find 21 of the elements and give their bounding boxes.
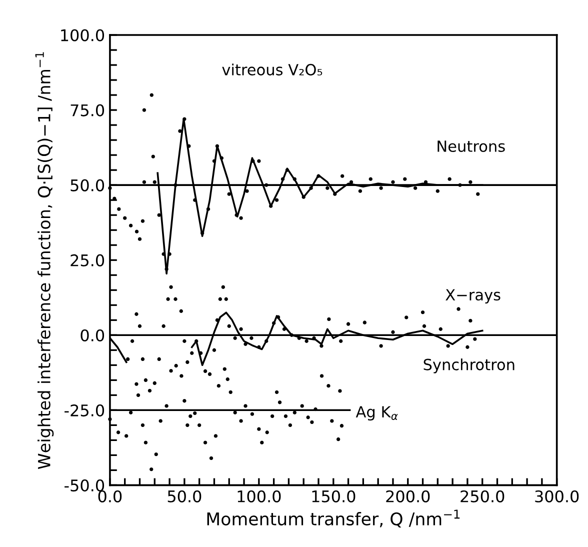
x-tick-label: 50.0 <box>168 490 202 502</box>
x-tick-label: 200.0 <box>386 490 430 502</box>
y-tick-label: 25.0 <box>70 254 104 266</box>
annotation: vitreous V₂O₅ <box>222 64 322 76</box>
y-tick-label: -50.0 <box>64 479 104 492</box>
y-tick-label: 50.0 <box>70 179 104 192</box>
x-axis-title: Momentum transfer, Q /nm$^{−1}$ <box>207 510 460 528</box>
annotation: Synchrotron <box>424 358 514 374</box>
x-tick-label: 250.0 <box>460 490 504 502</box>
annotation: Ag K$_{α}$ <box>356 406 398 421</box>
annotation: Neutrons <box>438 140 505 152</box>
x-tick-label: 0.0 <box>98 490 122 502</box>
y-tick-label: 100.0 <box>61 29 104 42</box>
x-tick-label: 100.0 <box>238 490 281 502</box>
x-tick-label: 150.0 <box>312 490 356 502</box>
y-tick-label: 0.0 <box>80 329 104 342</box>
x-tick-label: 300.0 <box>535 490 579 502</box>
annotation: X−rays <box>446 289 500 304</box>
y-tick-label: 75.0 <box>70 104 104 116</box>
y-tick-label: -25.0 <box>64 404 104 416</box>
y-axis-title: Weighted interference function, Q·[S(Q)−1] /nm$^{−1}$ <box>35 52 54 470</box>
